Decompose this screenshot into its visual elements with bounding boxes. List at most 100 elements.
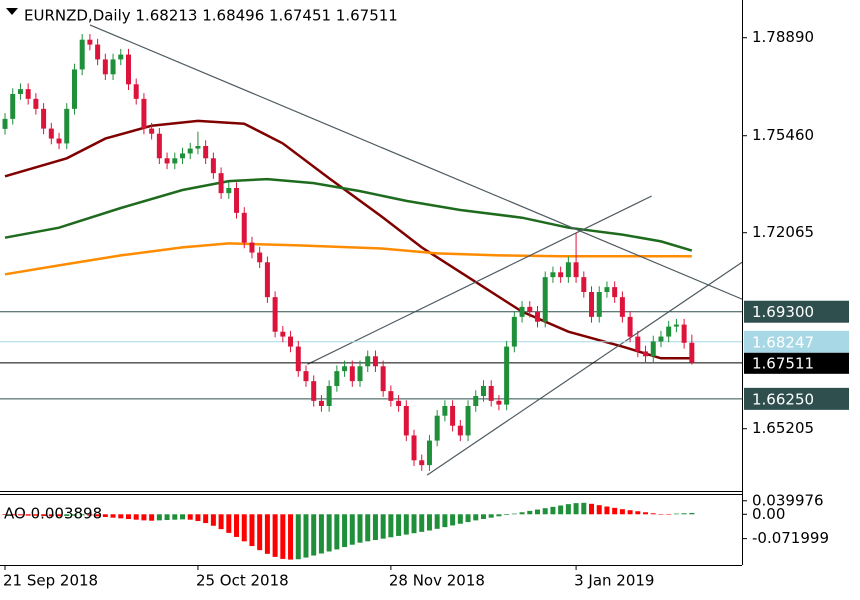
candle-body: [295, 346, 301, 372]
ao-bar: [234, 514, 240, 537]
candle-body: [141, 98, 147, 129]
ao-bar: [550, 506, 556, 515]
x-tick-label: 21 Sep 2018: [3, 572, 98, 590]
ao-bar: [434, 514, 440, 529]
candle-body: [234, 188, 240, 213]
candle-body: [195, 146, 201, 149]
ao-bar: [288, 514, 294, 560]
ao-bar: [473, 514, 479, 521]
trendline: [307, 195, 652, 365]
ao-bar: [465, 514, 471, 523]
candle-body: [334, 371, 340, 386]
ao-bar: [612, 507, 618, 515]
ao-bar: [419, 514, 425, 532]
moving-average: [4, 119, 692, 360]
x-tick-label: 3 Jan 2019: [574, 572, 654, 590]
price-label-box: [744, 351, 849, 374]
candle-body: [434, 415, 440, 441]
candle-body: [56, 138, 62, 144]
ao-bar: [95, 514, 101, 517]
candle-body: [280, 331, 286, 337]
ao-bar: [504, 514, 510, 515]
candle-body: [681, 324, 687, 343]
ao-bar: [542, 508, 548, 515]
ao-bar: [125, 514, 131, 520]
ao-bar: [534, 509, 540, 515]
ao-bar: [372, 514, 378, 540]
candle-body: [95, 44, 101, 60]
ao-bar: [180, 514, 186, 520]
ao-bar: [41, 514, 47, 516]
candle-body: [403, 406, 409, 436]
y-tick-label: 1.75460: [752, 126, 814, 144]
candle-body: [187, 148, 193, 154]
ao-bar: [558, 505, 564, 515]
ao-bar: [141, 514, 147, 521]
candle-body: [627, 316, 633, 337]
ao-bar: [457, 514, 463, 524]
candle-body: [125, 54, 131, 85]
ao-bar: [396, 514, 402, 536]
ao-bar: [102, 514, 108, 517]
candle-body: [25, 89, 31, 99]
candle-body: [326, 386, 332, 406]
x-tick-label: 28 Nov 2018: [389, 572, 485, 590]
ao-bar: [581, 502, 587, 515]
candle-body: [164, 158, 170, 164]
ao-bar: [619, 509, 625, 515]
candle-body: [156, 133, 162, 159]
ao-bar: [110, 514, 116, 518]
candle-body: [71, 69, 77, 109]
ao-bar: [257, 514, 263, 551]
candle-body: [450, 406, 456, 426]
candle-body: [465, 406, 471, 436]
candle-body: [419, 460, 425, 466]
y-tick-label: 1.78890: [752, 28, 814, 46]
chart-title: EURNZD,Daily 1.68213 1.68496 1.67451 1.6…: [24, 7, 398, 25]
candle-body: [311, 381, 317, 401]
candle-body: [396, 400, 402, 406]
candle-body: [550, 272, 556, 278]
ao-bar: [442, 514, 448, 528]
candle-body: [264, 262, 270, 298]
ao-bar: [118, 514, 124, 519]
ao-bar: [334, 514, 340, 550]
candle-body: [442, 406, 448, 416]
ao-bar: [673, 513, 679, 515]
candle-body: [102, 59, 108, 75]
ao-bar: [164, 514, 170, 521]
candle-body: [357, 366, 363, 382]
ao-bar: [604, 506, 610, 515]
candle-body: [48, 128, 54, 139]
candle-body: [241, 212, 247, 243]
ao-bar: [249, 514, 255, 547]
ao-bar: [2, 514, 8, 515]
candle-body: [218, 173, 224, 194]
price-label: 1.68247: [752, 333, 814, 351]
ao-bar: [318, 514, 324, 554]
candle-body: [426, 440, 432, 466]
ao-bar: [295, 514, 301, 560]
candle-body: [64, 108, 70, 144]
candle-body: [473, 396, 479, 406]
price-label-box: [744, 330, 849, 353]
ao-bar: [342, 514, 348, 548]
y-tick-label: 0.039976: [752, 491, 824, 509]
candle-body: [457, 425, 463, 436]
ao-panel: [2, 502, 695, 560]
candle-body: [342, 366, 348, 372]
ao-bar: [527, 510, 533, 515]
ao-bar: [218, 514, 224, 530]
ao-bar: [388, 514, 394, 538]
candle-body: [488, 386, 494, 401]
candle-body: [635, 336, 641, 352]
candle-body: [272, 297, 278, 332]
candle-body: [542, 277, 548, 322]
ao-bar: [349, 514, 355, 545]
ao-bar: [10, 514, 16, 516]
candle-body: [226, 188, 232, 194]
collapse-icon: [6, 8, 18, 15]
y-tick-label: 1.65205: [752, 419, 814, 437]
